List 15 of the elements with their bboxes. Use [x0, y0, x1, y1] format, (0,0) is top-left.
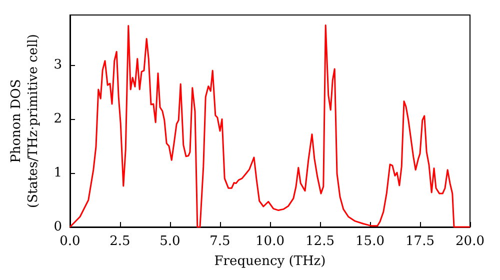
y-tick-label: 3 — [54, 58, 62, 73]
x-tick-label: 0.0 — [60, 234, 80, 249]
x-tick-label: 5.0 — [160, 234, 180, 249]
x-tick-label: 10.0 — [256, 234, 284, 249]
x-axis-title: Frequency (THz) — [214, 254, 326, 269]
y-tick-label: 2 — [54, 112, 62, 127]
y-axis-title: Phonon DOS (States/THz·primitive cell) — [9, 34, 41, 208]
x-tick-label: 2.5 — [110, 234, 130, 249]
x-tick-label: 15.0 — [356, 234, 384, 249]
x-tick-label: 7.5 — [210, 234, 230, 249]
x-tick-label: 12.5 — [306, 234, 334, 249]
x-tick-label: 20.0 — [456, 234, 484, 249]
y-tick-label: 0 — [54, 220, 62, 234]
x-tick-label: 17.5 — [406, 234, 434, 249]
y-tick-label: 1 — [54, 166, 62, 181]
